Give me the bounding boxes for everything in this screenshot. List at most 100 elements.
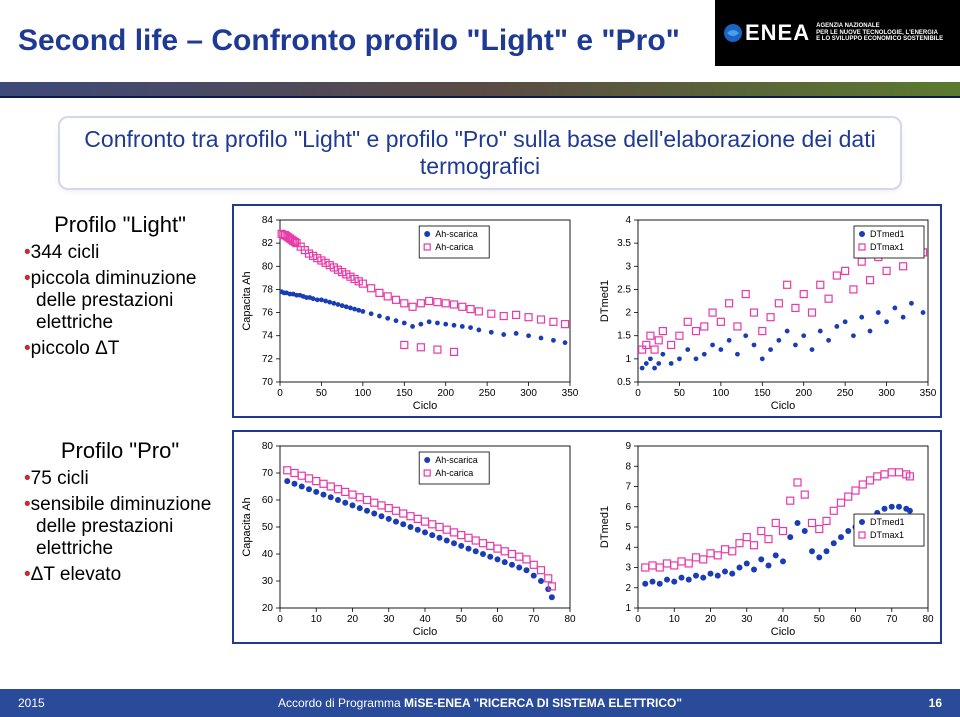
svg-text:78: 78 xyxy=(262,284,274,295)
svg-text:Capacita Ah: Capacita Ah xyxy=(241,271,253,330)
enea-logo-icon xyxy=(723,23,743,43)
svg-text:2: 2 xyxy=(625,308,631,319)
enea-logo-block: ENEA AGENZIA NAZIONALEPER LE NUOVE TECNO… xyxy=(715,0,960,66)
svg-text:60: 60 xyxy=(850,614,862,625)
svg-text:DTmed1: DTmed1 xyxy=(870,517,905,527)
pro-sidebar: Profilo "Pro" •75 cicli •sensibile diminu… xyxy=(18,430,222,644)
svg-text:80: 80 xyxy=(262,441,274,452)
svg-text:DTmed1: DTmed1 xyxy=(599,506,611,548)
svg-text:40: 40 xyxy=(777,614,789,625)
svg-text:Ah-carica: Ah-carica xyxy=(435,468,473,478)
svg-text:60: 60 xyxy=(262,495,274,506)
svg-text:60: 60 xyxy=(492,614,504,625)
svg-text:5: 5 xyxy=(625,522,631,533)
svg-text:30: 30 xyxy=(262,576,274,587)
svg-text:150: 150 xyxy=(754,388,771,399)
svg-text:3: 3 xyxy=(625,261,631,272)
svg-text:50: 50 xyxy=(674,388,686,399)
svg-text:70: 70 xyxy=(886,614,898,625)
svg-text:84: 84 xyxy=(262,215,274,226)
pro-bullet-2: •ΔT elevato xyxy=(22,564,218,586)
svg-text:0: 0 xyxy=(635,614,641,625)
svg-text:150: 150 xyxy=(396,388,413,399)
chart-pro-ah: 0102030405060708020304050607080CicloCapa… xyxy=(234,432,582,642)
svg-text:30: 30 xyxy=(741,614,753,625)
svg-text:30: 30 xyxy=(383,614,395,625)
svg-text:3.5: 3.5 xyxy=(617,238,631,249)
svg-text:70: 70 xyxy=(262,377,274,388)
svg-text:1: 1 xyxy=(625,354,631,365)
svg-text:80: 80 xyxy=(922,614,934,625)
enea-logo: ENEA xyxy=(723,20,810,46)
pro-title: Profilo "Pro" xyxy=(22,438,218,464)
pro-charts: 0102030405060708020304050607080CicloCapa… xyxy=(232,430,942,644)
svg-text:8: 8 xyxy=(625,461,631,472)
svg-text:0: 0 xyxy=(277,614,283,625)
svg-text:20: 20 xyxy=(262,603,274,614)
footer-mid: Accordo di Programma MiSE-ENEA "RICERCA … xyxy=(278,696,682,710)
svg-text:0: 0 xyxy=(277,388,283,399)
svg-text:DTmax1: DTmax1 xyxy=(870,530,904,540)
svg-text:50: 50 xyxy=(316,388,328,399)
slide-body: Confronto tra profilo "Light" e profilo … xyxy=(0,98,960,689)
svg-text:Ciclo: Ciclo xyxy=(771,400,795,412)
svg-text:0.5: 0.5 xyxy=(617,377,631,388)
svg-text:200: 200 xyxy=(795,388,812,399)
svg-text:Ah-scarica: Ah-scarica xyxy=(435,455,478,465)
slide-title: Second life – Confronto profilo "Light" … xyxy=(18,24,680,58)
subheading-box: Confronto tra profilo "Light" e profilo … xyxy=(58,116,902,190)
light-bullet-2: •piccolo ΔT xyxy=(22,338,218,360)
svg-text:1.5: 1.5 xyxy=(617,331,631,342)
svg-text:DTmed1: DTmed1 xyxy=(870,229,905,239)
svg-text:7: 7 xyxy=(625,482,631,493)
footer-page: 16 xyxy=(929,696,942,710)
svg-text:Ah-scarica: Ah-scarica xyxy=(435,229,478,239)
svg-text:4: 4 xyxy=(625,215,631,226)
svg-text:Ciclo: Ciclo xyxy=(771,626,795,638)
svg-text:6: 6 xyxy=(625,502,631,513)
svg-text:72: 72 xyxy=(262,354,274,365)
svg-text:250: 250 xyxy=(837,388,854,399)
pro-bullet-0: •75 cicli xyxy=(22,468,218,490)
color-ribbon xyxy=(0,82,960,98)
row-light: Profilo "Light" •344 cicli•piccola dimin… xyxy=(18,204,942,418)
svg-text:100: 100 xyxy=(355,388,372,399)
svg-text:70: 70 xyxy=(262,468,274,479)
slide-footer: 2015 Accordo di Programma MiSE-ENEA "RIC… xyxy=(0,689,960,717)
pro-bullet-1: •sensibile diminuzione delle prestazioni… xyxy=(22,494,218,560)
svg-text:350: 350 xyxy=(920,388,936,399)
chart-pro-dt: 01020304050607080123456789CicloDTmed1DTm… xyxy=(592,432,940,642)
svg-text:100: 100 xyxy=(713,388,730,399)
svg-text:4: 4 xyxy=(625,542,631,553)
light-sidebar: Profilo "Light" •344 cicli•piccola dimin… xyxy=(18,204,222,418)
chart-light-dt: 0501001502002503003500.511.522.533.54Cic… xyxy=(592,206,940,416)
svg-text:50: 50 xyxy=(814,614,826,625)
svg-text:DTmed1: DTmed1 xyxy=(599,280,611,322)
svg-text:3: 3 xyxy=(625,563,631,574)
svg-text:80: 80 xyxy=(564,614,576,625)
svg-text:40: 40 xyxy=(419,614,431,625)
svg-text:9: 9 xyxy=(625,441,631,452)
svg-text:200: 200 xyxy=(437,388,454,399)
svg-text:Ciclo: Ciclo xyxy=(413,400,437,412)
svg-text:50: 50 xyxy=(456,614,468,625)
chart-light-ah: 0501001502002503003507072747678808284Cic… xyxy=(234,206,582,416)
svg-text:80: 80 xyxy=(262,261,274,272)
svg-text:10: 10 xyxy=(669,614,681,625)
svg-text:Capacita Ah: Capacita Ah xyxy=(241,497,253,556)
svg-text:2: 2 xyxy=(625,583,631,594)
svg-text:82: 82 xyxy=(262,238,274,249)
svg-text:74: 74 xyxy=(262,331,274,342)
enea-tagline: AGENZIA NAZIONALEPER LE NUOVE TECNOLOGIE… xyxy=(816,23,943,44)
footer-year: 2015 xyxy=(18,696,45,710)
svg-text:10: 10 xyxy=(311,614,323,625)
light-bullet-1: •piccola diminuzione delle prestazioni e… xyxy=(22,268,218,334)
svg-text:300: 300 xyxy=(878,388,895,399)
light-charts: 0501001502002503003507072747678808284Cic… xyxy=(232,204,942,418)
svg-text:76: 76 xyxy=(262,308,274,319)
svg-text:20: 20 xyxy=(347,614,359,625)
svg-text:300: 300 xyxy=(520,388,537,399)
row-pro: Profilo "Pro" •75 cicli •sensibile diminu… xyxy=(18,430,942,644)
svg-text:2.5: 2.5 xyxy=(617,284,631,295)
svg-text:Ciclo: Ciclo xyxy=(413,626,437,638)
